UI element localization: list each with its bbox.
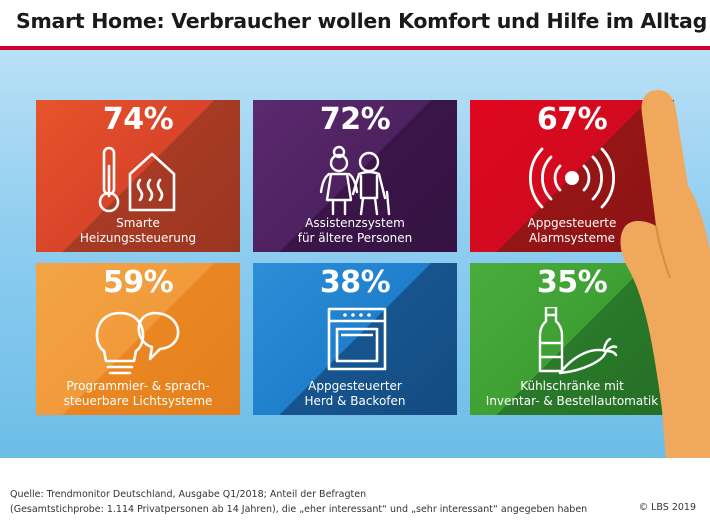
tile-label: Kühlschränke mit Inventar- & Bestellauto… (485, 379, 659, 408)
tile-label: Smarte Heizungssteuerung (79, 216, 197, 245)
header: Smart Home: Verbraucher wollen Komfort u… (0, 0, 710, 48)
lightbulb-speech-icon (95, 311, 180, 375)
tile-lighting-systems: 59% Programmier- & sprach- steuerbare Li… (36, 263, 240, 415)
tile-percentage: 72% (319, 102, 391, 137)
tile-label: Appgesteuerter Herd & Backofen (304, 379, 406, 408)
page-title: Smart Home: Verbraucher wollen Komfort u… (16, 9, 707, 33)
tile-percentage: 38% (319, 265, 391, 300)
pointing-hand-icon (620, 90, 710, 460)
tile-label: Programmier- & sprach- steuerbare Lichts… (63, 379, 213, 408)
footer (0, 458, 710, 532)
header-divider (0, 46, 710, 50)
elderly-couple-icon (319, 145, 391, 216)
tile-alarm-systems: 67% Appgesteuerte Alarmsysteme (470, 100, 674, 252)
tile-label: Appgesteuerte Alarmsysteme (527, 216, 617, 245)
tile-percentage: 74% (102, 102, 174, 137)
tile-label: Assistenzsystem für ältere Personen (297, 216, 413, 245)
thermometer-house-icon (98, 146, 176, 213)
tile-percentage: 35% (536, 265, 608, 300)
bottle-carrot-icon (538, 307, 618, 375)
tile-smart-heating: 74% Smarte Heizungssteuerung (36, 100, 240, 252)
tile-assistance-system: 72% Assistenzsystem für ältere Personen (253, 100, 457, 252)
tile-oven: 38% Appgesteuerter Herd & Backofen (253, 263, 457, 415)
oven-icon (327, 307, 387, 371)
source-note: Quelle: Trendmonitor Deutschland, Ausgab… (10, 489, 588, 515)
copyright: © LBS 2019 (638, 502, 696, 513)
tile-percentage: 59% (102, 265, 174, 300)
tile-percentage: 67% (536, 102, 608, 137)
alarm-signal-icon (528, 147, 616, 209)
